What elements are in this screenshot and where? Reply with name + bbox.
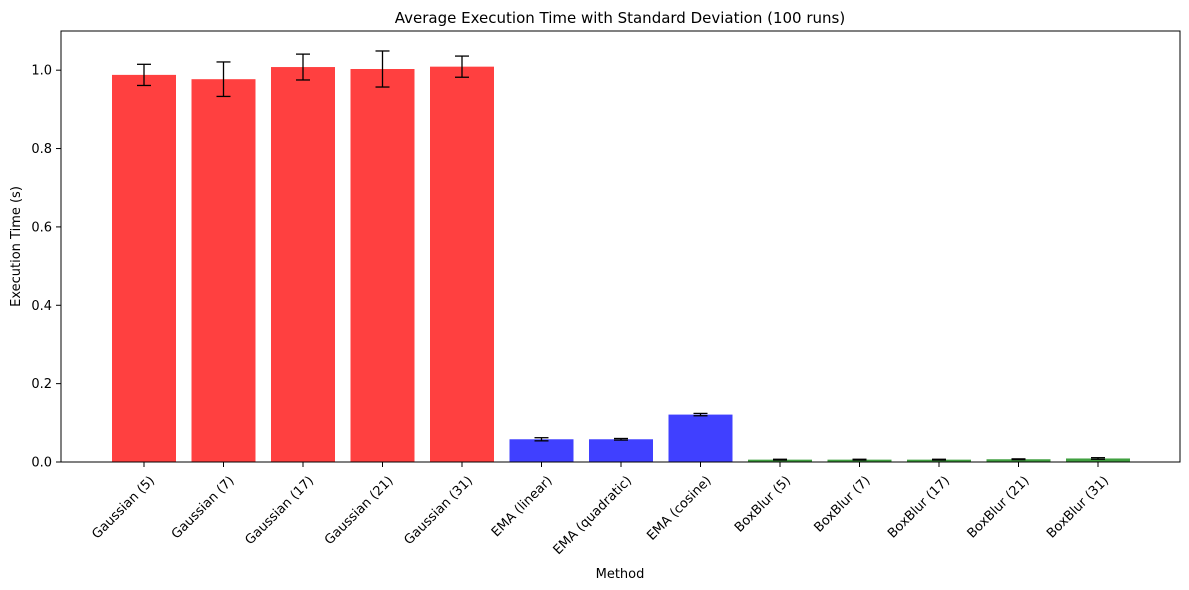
x-axis: Gaussian (5) Gaussian (7) Gaussian (17) Gau… [89,462,1112,558]
bar-1 [191,79,256,462]
bar-6 [589,439,653,462]
error-bar-2 [296,53,310,81]
y-tick-label-1: 0.2 [31,377,52,392]
x-tick-label-11: BoxBlur (21) [965,473,1033,541]
bar-3 [350,69,415,463]
x-tick-label-10: BoxBlur (17) [885,473,953,541]
bar-0 [112,74,176,462]
x-tick-label-5: EMA (linear) [489,473,556,540]
error-bar-3 [375,50,390,88]
y-tick-label-5: 1.0 [31,64,52,79]
x-tick-label-9: BoxBlur (7) [811,473,873,535]
y-tick-label-2: 0.4 [31,299,52,314]
bar-4 [430,66,494,462]
error-bars-group [137,50,1105,461]
x-tick-label-2: Gaussian (17) [242,473,317,548]
bar-8 [748,459,812,462]
y-tick-label-0: 0.0 [31,456,52,471]
error-bar-9 [852,458,867,461]
x-tick-label-6: EMA (quadratic) [551,473,635,557]
error-bar-11 [1011,458,1026,461]
error-bar-8 [773,458,787,461]
x-tick-label-0: Gaussian (5) [89,473,158,542]
error-bar-1 [216,61,231,98]
x-tick-label-3: Gaussian (21) [322,473,397,548]
bar-11 [986,459,1051,462]
bar-2 [271,67,335,462]
bar-9 [827,459,892,462]
bar-12 [1066,458,1130,462]
error-bar-6 [614,437,628,441]
bar-10 [907,459,971,462]
x-tick-label-1: Gaussian (7) [169,473,238,542]
bars-group [112,66,1130,463]
x-tick-label-4: Gaussian (31) [401,473,476,548]
error-bar-12 [1091,457,1105,460]
y-tick-label-3: 0.6 [31,220,52,235]
bar-5 [509,439,574,462]
x-tick-label-8: BoxBlur (5) [732,473,794,535]
x-tick-label-12: BoxBlur (31) [1044,473,1112,541]
y-axis: 0.0 0.2 0.4 0.6 0.8 1.0 [31,64,61,471]
error-bar-7 [693,412,708,417]
error-bar-5 [534,437,549,442]
bar-7 [668,414,733,462]
error-bar-0 [137,63,151,87]
x-axis-title: Method [596,567,645,582]
error-bar-10 [932,458,946,461]
x-tick-label-7: EMA (cosine) [644,473,714,543]
y-axis-title: Execution Time (s) [9,186,24,307]
error-bar-4 [455,55,469,78]
y-tick-label-4: 0.8 [31,142,52,157]
chart-title: Average Execution Time with Standard Dev… [395,9,845,27]
